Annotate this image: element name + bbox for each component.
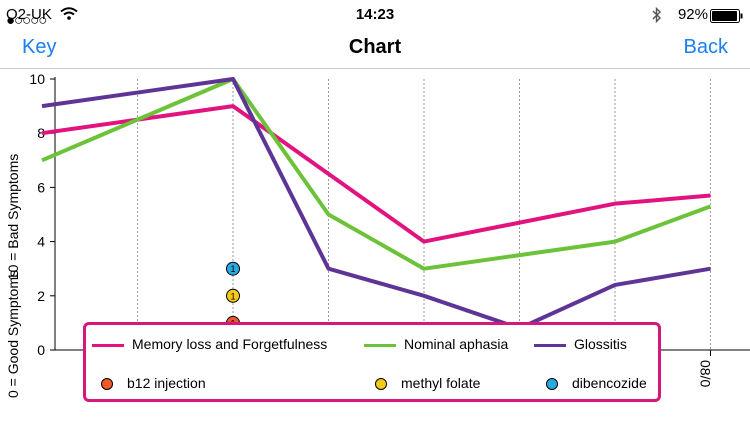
marker-dot (226, 261, 240, 276)
carrier: ●○○○○ O2-UK (6, 6, 78, 29)
series-line-1 (41, 77, 712, 271)
legend-label: dibencozide (572, 375, 647, 391)
legend-label: methyl folate (401, 375, 481, 391)
legend-label: b12 injection (127, 375, 206, 391)
carrier-name: O2-UK (6, 6, 52, 23)
legend-dot-dibencozide (546, 378, 558, 391)
series-line-0 (41, 104, 711, 244)
y-axis-label-good: 0 = Good Symptoms (5, 270, 21, 398)
marker-label: 1 (230, 291, 235, 301)
symptom-chart: 10 = Bad Symptoms 0 = Good Symptoms 0 2 4 6… (5, 71, 750, 398)
x-tick-label: 08/0 (698, 360, 714, 387)
status-bar: ●○○○○ O2-UK 14:23 92% (0, 0, 750, 32)
treatment-markers: 111 (226, 261, 240, 330)
axes: 0 2 4 6 8 10 (29, 71, 750, 358)
key-button[interactable]: Key (22, 36, 57, 58)
page-title: Chart (348, 36, 402, 58)
wifi-icon (60, 7, 78, 20)
legend-label: Glossitis (574, 336, 627, 352)
legend-item-memory-loss: Memory loss and Forgetfulness (92, 336, 327, 352)
marker-1[interactable]: 1 (226, 288, 240, 303)
legend-label: Memory loss and Forgetfulness (132, 336, 328, 352)
marker-dot (226, 288, 240, 303)
legend-dot-methyl-folate (375, 378, 387, 391)
marker-2[interactable]: 1 (226, 261, 240, 276)
legend-label: Nominal aphasia (404, 336, 509, 352)
legend-dot-b12 (101, 378, 113, 391)
y-axis-label-bad: 10 = Bad Symptoms (5, 154, 21, 280)
series-line-2 (41, 77, 711, 331)
series-lines (41, 77, 712, 331)
navigation-bar: Key Chart Back (0, 32, 750, 69)
marker-label: 1 (230, 264, 235, 274)
chart-legend: Memory loss and Forgetfulness Nominal ap… (83, 322, 661, 402)
legend-line-memory-loss (92, 343, 124, 347)
y-tick-label: 6 (37, 179, 45, 195)
legend-item-b12-injection: b12 injection (101, 375, 206, 391)
bluetooth-icon (652, 7, 661, 23)
battery-percentage: 92% (677, 6, 708, 23)
legend-item-glossitis: Glossitis (534, 336, 627, 352)
legend-item-dibencozide: dibencozide (546, 375, 647, 391)
y-tick-label: 0 (37, 342, 45, 358)
legend-item-nominal-aphasia: Nominal aphasia (364, 336, 508, 352)
y-tick-label: 10 (29, 71, 45, 87)
legend-line-glossitis (534, 343, 566, 347)
y-tick-label: 8 (37, 125, 45, 141)
grid (137, 79, 711, 350)
legend-item-methyl-folate: methyl folate (375, 375, 480, 391)
y-tick-label: 4 (37, 234, 45, 250)
y-tick-label: 2 (37, 288, 45, 304)
battery-icon (710, 9, 743, 23)
status-time: 14:23 (355, 6, 395, 23)
back-button[interactable]: Back (683, 36, 728, 58)
signal-strength-icon: ●○○○○ (6, 12, 47, 29)
legend-line-nominal-aphasia (364, 343, 396, 347)
